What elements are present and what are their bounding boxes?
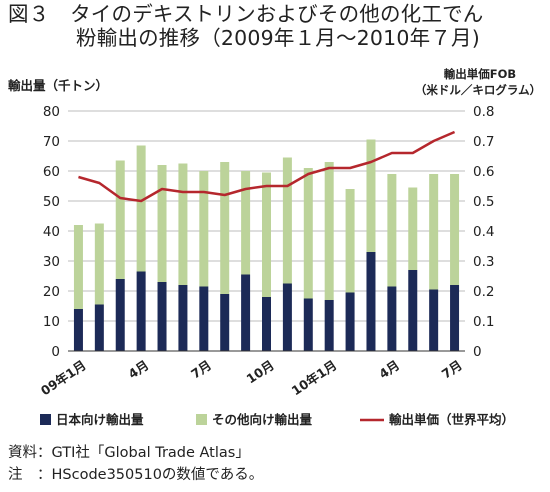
bar-other [94, 223, 104, 305]
y2-axis-label-line1: 輸出単価FOB [444, 67, 516, 81]
y2-tick-label: 0.2 [473, 284, 494, 300]
bar-other [387, 174, 397, 287]
right-axis-ticks: 0 0.1 0.2 0.3 0.4 0.5 0.6 0.7 0.8 [473, 104, 494, 360]
price-line [78, 130, 456, 203]
y2-tick-label: 0.7 [473, 134, 494, 150]
bar-japan [366, 252, 376, 351]
y2-axis-label-line2: （米ドル／キログラム） [415, 83, 541, 97]
bar-other [73, 225, 83, 309]
bar-japan [429, 289, 439, 351]
bar-japan [324, 300, 334, 351]
x-tick-label: 4月 [125, 357, 151, 381]
bar-other [366, 139, 376, 252]
y-tick-label: 40 [43, 224, 60, 240]
bar-other [345, 189, 355, 293]
bar-japan [73, 309, 83, 351]
bars [73, 139, 460, 351]
bar-other [408, 187, 418, 270]
legend-label-other: その他向け輸出量 [212, 412, 313, 427]
legend-label-japan: 日本向け輸出量 [56, 412, 144, 427]
bar-japan [115, 279, 125, 351]
legend: 日本向け輸出量 その他向け輸出量 輸出単価（世界平均） [40, 412, 514, 427]
x-tick-label: 10年1月 [289, 357, 340, 398]
bar-other [450, 174, 460, 285]
bar-other [157, 165, 167, 282]
bar-japan [303, 298, 313, 351]
bar-japan [241, 274, 251, 351]
bar-other [282, 157, 292, 284]
y2-tick-label: 0.6 [473, 164, 494, 180]
bar-other [136, 145, 146, 272]
y2-tick-label: 0.1 [473, 314, 494, 330]
x-tick-label: 10月 [244, 357, 277, 386]
bar-japan [220, 294, 230, 351]
y-tick-label: 50 [43, 194, 60, 210]
bar-japan [178, 285, 188, 351]
chart-title: 図３ タイのデキストリンおよびその他の化工でん 粉輸出の推移（2009年１月～2… [8, 2, 483, 50]
bar-other [220, 162, 230, 294]
y2-tick-label: 0.3 [473, 254, 494, 270]
price-series-line [78, 130, 456, 203]
y2-tick-label: 0.4 [473, 224, 494, 240]
y-tick-label: 30 [43, 254, 60, 270]
x-tick-label: 4月 [376, 357, 402, 381]
legend-label-price: 輸出単価（世界平均） [389, 412, 514, 427]
chart-title-line1: 図３ タイのデキストリンおよびその他の化工でん [8, 2, 484, 26]
y-tick-label: 70 [43, 134, 60, 150]
x-tick-label: 09年1月 [38, 357, 89, 398]
y2-tick-label: 0.5 [473, 194, 494, 210]
y-tick-label: 80 [43, 104, 60, 120]
bar-japan [387, 286, 397, 351]
x-axis-ticks: 09年1月 4月 7月 10月 10年1月 4月 7月 [38, 357, 465, 398]
bar-other [199, 171, 209, 287]
x-tick-label: 7月 [188, 357, 214, 381]
footnotes: 資料：GTI社「Global Trade Atlas」 注 ：HScode350… [8, 442, 263, 486]
y-tick-label: 60 [43, 164, 60, 180]
bar-japan [345, 292, 355, 351]
legend-swatch-japan [40, 414, 51, 425]
bar-japan [282, 283, 292, 351]
x-tick-label: 7月 [439, 357, 465, 381]
bar-japan [450, 285, 460, 351]
bar-other [429, 174, 439, 290]
bar-japan [136, 271, 146, 351]
bar-other [303, 168, 313, 299]
legend-swatch-other [196, 414, 207, 425]
left-axis-ticks: 0 10 20 30 40 50 60 70 80 [43, 104, 60, 360]
bar-other [115, 160, 125, 279]
hscode-note: 注 ：HScode350510の数値である。 [8, 467, 264, 483]
bar-other [324, 162, 334, 300]
bar-other [262, 172, 271, 297]
chart-title-line2: 粉輸出の推移（2009年１月～2010年７月) [76, 26, 480, 50]
bar-japan [157, 282, 167, 351]
y-tick-label: 0 [51, 344, 60, 360]
bar-other [178, 163, 188, 285]
bar-japan [199, 286, 209, 351]
bar-japan [262, 297, 271, 351]
y-tick-label: 10 [43, 314, 60, 330]
y2-tick-label: 0.8 [473, 104, 494, 120]
y-tick-label: 20 [43, 284, 60, 300]
y-axis-label: 輸出量（千トン） [8, 78, 108, 93]
bar-japan [94, 304, 104, 351]
bar-other [241, 171, 251, 275]
source-note: 資料：GTI社「Global Trade Atlas」 [8, 445, 250, 461]
y2-tick-label: 0 [473, 344, 482, 360]
bar-japan [408, 270, 418, 351]
